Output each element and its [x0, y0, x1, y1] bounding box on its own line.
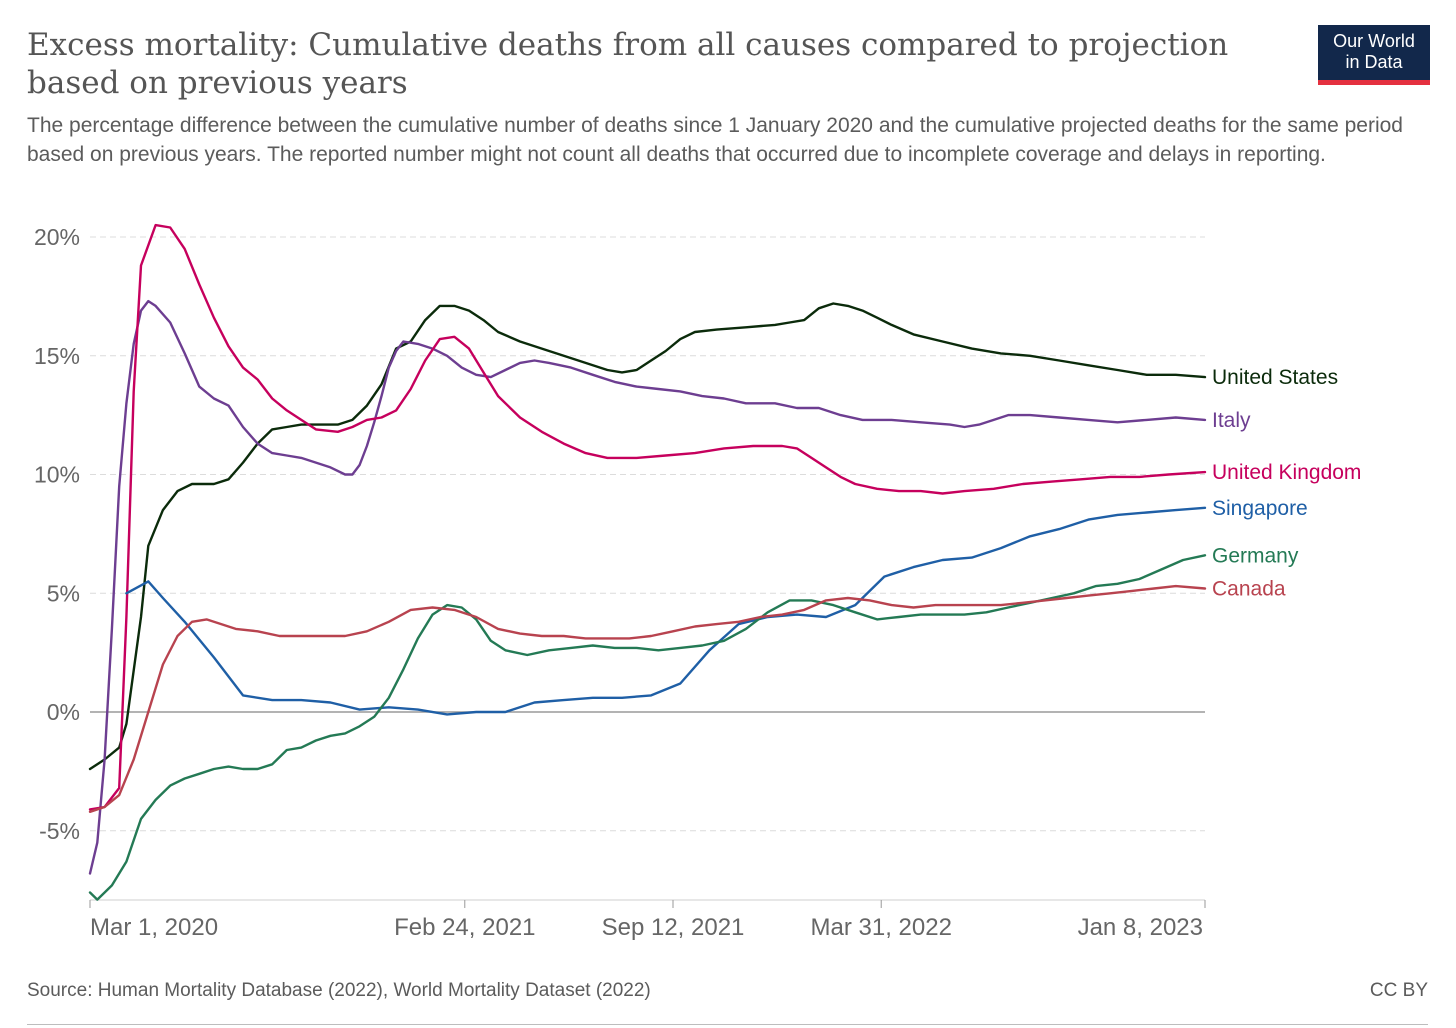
bottom-divider — [27, 1024, 1428, 1025]
x-tick-label: Mar 1, 2020 — [90, 914, 218, 941]
source-note: Source: Human Mortality Database (2022),… — [27, 980, 651, 1001]
logo-line-2: in Data — [1345, 52, 1403, 72]
series-labels: United States Italy United Kingdom Singapor… — [1212, 366, 1361, 600]
series-label-canada[interactable]: Canada — [1212, 578, 1286, 601]
series-label-united-kingdom[interactable]: United Kingdom — [1212, 461, 1361, 484]
x-tick-label: Mar 31, 2022 — [811, 914, 952, 941]
y-tick-label: 0% — [47, 699, 80, 725]
y-tick-label: 5% — [47, 580, 80, 606]
chart-title: Excess mortality: Cumulative deaths from… — [27, 27, 1229, 101]
series-label-italy[interactable]: Italy — [1212, 409, 1251, 432]
series-label-united-states[interactable]: United States — [1212, 366, 1338, 389]
series-line-canada[interactable] — [88, 584, 1207, 813]
series-label-germany[interactable]: Germany — [1212, 544, 1299, 567]
grid-layer: -5% 0% 5% 10% 15% 20% — [34, 224, 1205, 844]
y-tick-label: 10% — [34, 462, 80, 488]
series-line-united-states[interactable] — [88, 302, 1207, 771]
y-tick-label: 20% — [34, 224, 80, 250]
owid-logo[interactable]: Our World in Data — [1318, 25, 1430, 85]
logo-line-1: Our World — [1333, 31, 1415, 51]
series-lines — [88, 223, 1207, 901]
series-label-singapore[interactable]: Singapore — [1212, 497, 1308, 520]
logo-accent-bar — [1318, 80, 1430, 85]
y-tick-label: -5% — [39, 818, 80, 844]
chart-subtitle: The percentage difference between the cu… — [27, 114, 1403, 166]
chart-plot: -5% 0% 5% 10% 15% 20% Mar 1, 2020 Feb 24, 2021… — [34, 223, 1361, 941]
x-tick-label: Sep 12, 2021 — [602, 914, 745, 941]
y-tick-label: 15% — [34, 343, 80, 369]
series-line-italy[interactable] — [88, 299, 1207, 875]
x-tick-label: Feb 24, 2021 — [394, 914, 535, 941]
series-line-germany[interactable] — [88, 554, 1207, 901]
x-axis: Mar 1, 2020 Feb 24, 2021 Sep 12, 2021 Mar 3… — [89, 899, 1206, 941]
x-tick-label: Jan 8, 2023 — [1078, 914, 1203, 941]
license-link[interactable]: CC BY — [1369, 980, 1428, 1001]
series-line-singapore[interactable] — [125, 506, 1207, 716]
series-line-united-kingdom[interactable] — [88, 223, 1207, 811]
